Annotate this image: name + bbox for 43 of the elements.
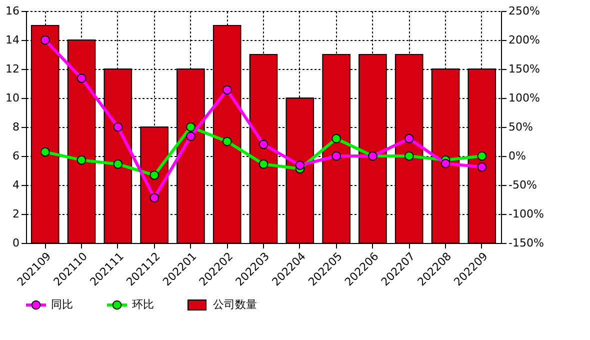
point [40, 35, 50, 45]
point [76, 74, 86, 83]
point [76, 155, 86, 165]
y2-tick-label: 100% [508, 92, 540, 104]
y-tick-label: 14 [6, 34, 20, 46]
y2-tick-label: -150% [508, 236, 544, 250]
point [150, 170, 159, 180]
y-tick-label: 8 [12, 120, 20, 134]
point [477, 162, 487, 172]
point [222, 85, 232, 95]
y-tick-label: 6 [12, 150, 20, 162]
y2-tick-label: 250% [508, 4, 540, 18]
y2-tick-label: 0% [508, 150, 526, 162]
y-tick-label: 10 [6, 92, 20, 104]
legend-label: 环比 [132, 298, 154, 311]
point [150, 193, 159, 202]
y-tick-label: 2 [12, 208, 20, 220]
y-tick-label: 4 [12, 178, 20, 192]
point [258, 159, 268, 169]
point [113, 159, 123, 169]
legend-label: 同比 [51, 298, 73, 311]
y2-tick-label: 150% [508, 62, 540, 76]
point [440, 158, 450, 168]
y-tick-label: 0 [12, 236, 20, 250]
point [40, 147, 50, 157]
point [258, 140, 268, 150]
y-tick-label: 12 [6, 62, 20, 76]
y2-tick-label: 200% [508, 34, 540, 46]
y2-tick-label: 50% [508, 120, 533, 134]
point [222, 136, 232, 146]
legend-label: 公司数量 [213, 298, 257, 311]
point [477, 151, 487, 161]
point [186, 132, 196, 141]
y-tick-label: 16 [6, 4, 20, 18]
y2-tick-label: -100% [508, 208, 544, 220]
point [332, 151, 341, 161]
point [404, 134, 414, 144]
point [404, 151, 414, 161]
y2-tick-label: -50% [508, 178, 537, 192]
point [186, 122, 196, 132]
point [295, 160, 305, 170]
point [113, 122, 123, 132]
point [332, 134, 341, 144]
